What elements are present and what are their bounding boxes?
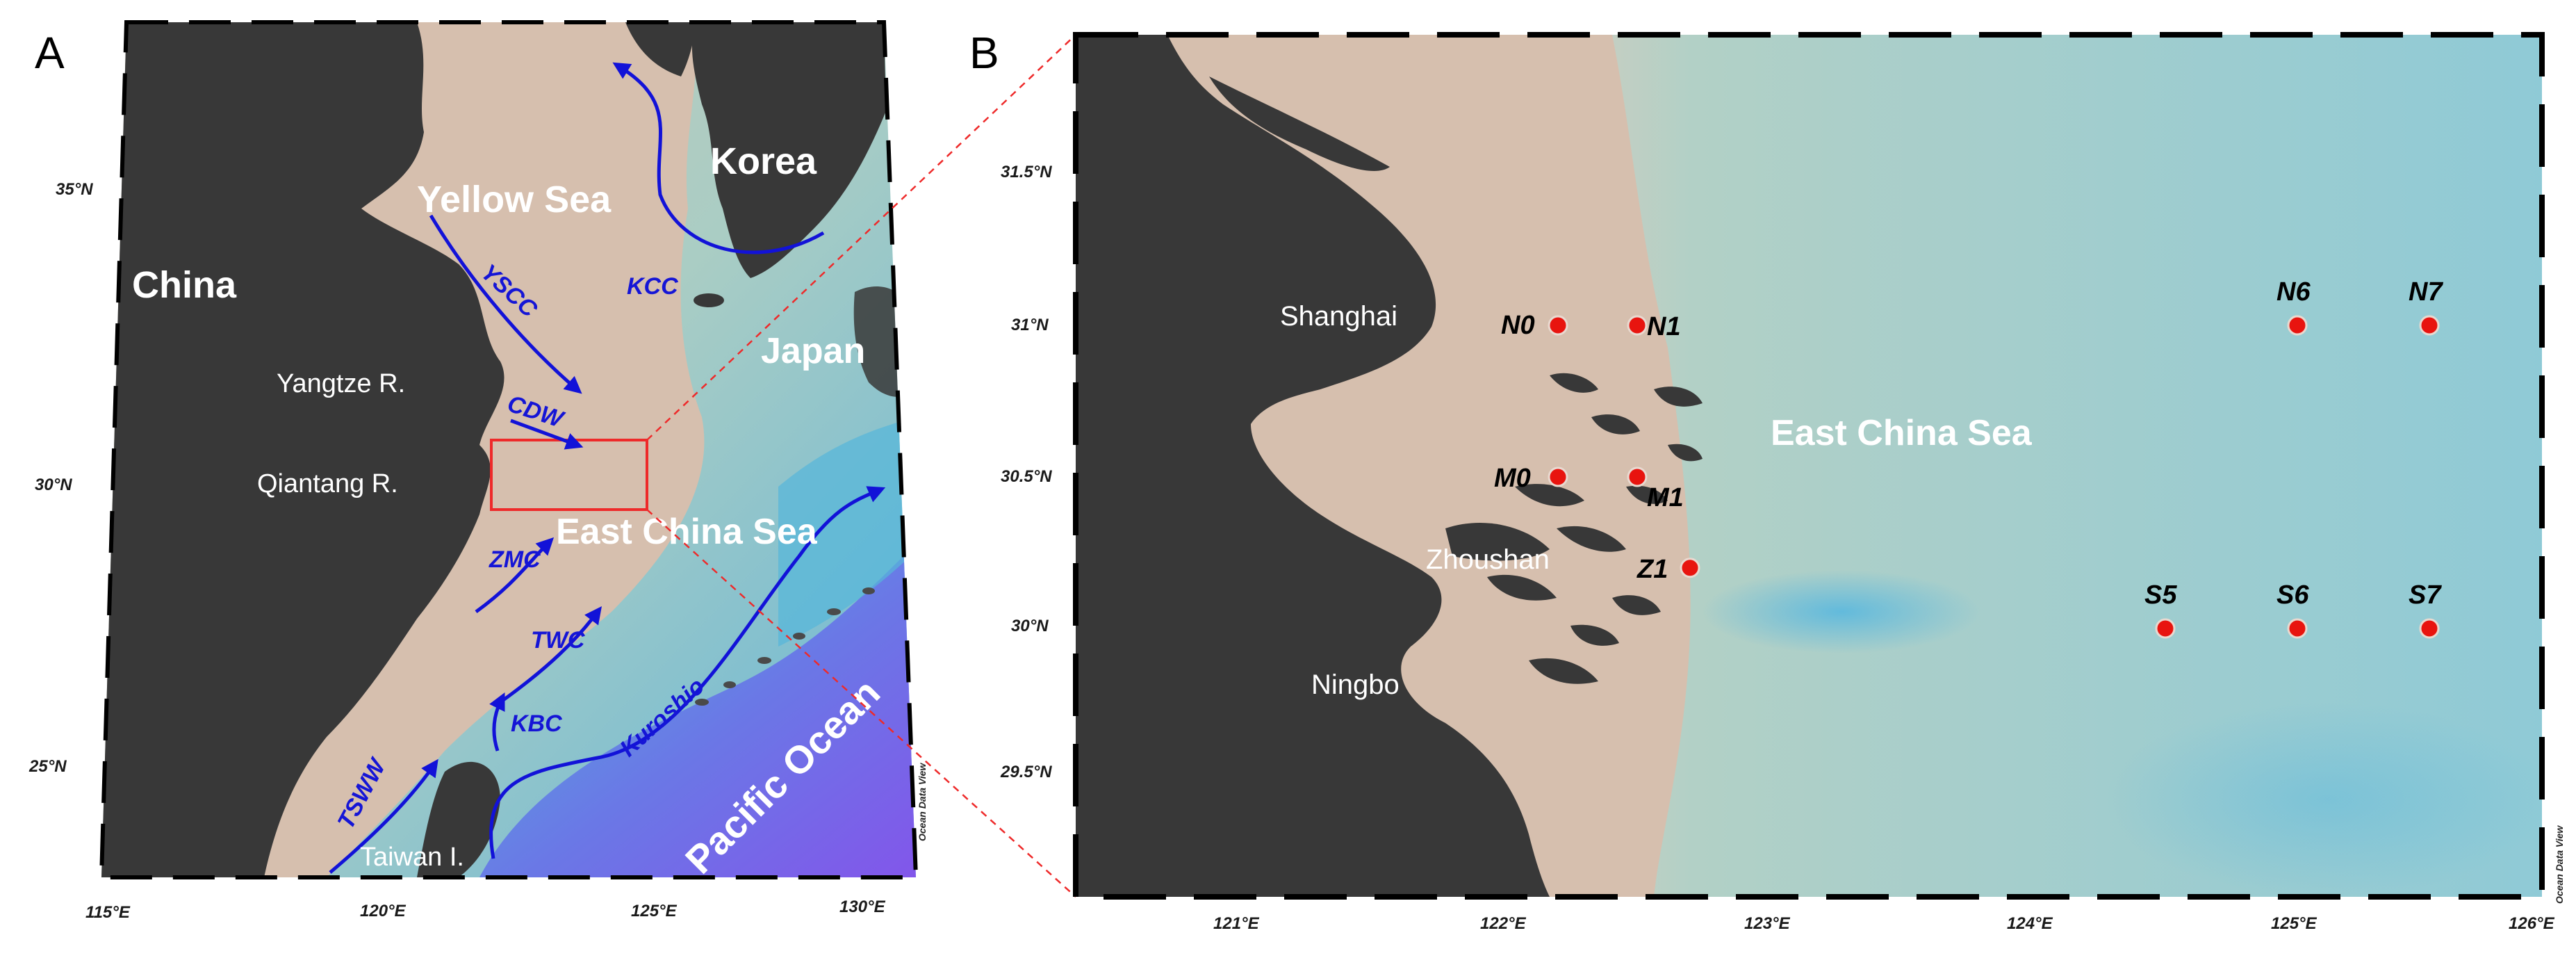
label-china: China bbox=[132, 264, 237, 306]
panel-a: A bbox=[28, 20, 928, 922]
panel-b-frame bbox=[1073, 32, 2545, 900]
credit-b: Ocean Data View bbox=[2554, 825, 2565, 904]
tick-b-30n: 30°N bbox=[1011, 617, 1049, 635]
tick-a-25n: 25°N bbox=[28, 757, 67, 776]
tick-b-125e: 125°E bbox=[2271, 914, 2317, 933]
station-m0-marker bbox=[1548, 466, 1568, 487]
panel-b-map bbox=[1076, 35, 2542, 897]
label-twc: TWC bbox=[531, 627, 585, 653]
station-n7-label: N7 bbox=[2409, 277, 2443, 307]
label-zhoushan: Zhoushan bbox=[1426, 544, 1550, 575]
tsww-arrow bbox=[329, 758, 438, 874]
tick-a-115e: 115°E bbox=[85, 903, 131, 922]
label-yellow-sea: Yellow Sea bbox=[417, 179, 612, 220]
station-m1-marker bbox=[1627, 466, 1648, 487]
twc-arrow bbox=[499, 606, 602, 704]
tick-a-120e: 120°E bbox=[360, 902, 407, 920]
kuroshio-arrow bbox=[489, 486, 886, 859]
tick-a-35n: 35°N bbox=[56, 180, 93, 199]
cdw-arrow bbox=[510, 419, 584, 450]
kcc-arrow bbox=[612, 62, 825, 254]
station-z1-marker bbox=[1680, 558, 1700, 578]
panel-a-letter: A bbox=[35, 28, 65, 78]
station-n1-label: N1 bbox=[1647, 312, 1681, 341]
station-s7-label: S7 bbox=[2409, 581, 2442, 610]
tick-b-122e: 122°E bbox=[1480, 914, 1527, 933]
label-korea: Korea bbox=[710, 140, 817, 182]
label-kbc: KBC bbox=[511, 711, 562, 737]
tick-a-30n: 30°N bbox=[35, 476, 72, 494]
station-n6-marker bbox=[2287, 315, 2308, 336]
label-japan: Japan bbox=[761, 331, 865, 371]
label-kcc: KCC bbox=[627, 273, 678, 300]
tick-b-30-5n: 30.5°N bbox=[1001, 467, 1052, 486]
credit-a: Ocean Data View bbox=[917, 763, 928, 841]
label-taiwan: Taiwan I. bbox=[360, 843, 464, 872]
station-s5-label: S5 bbox=[2144, 581, 2177, 610]
tick-b-123e: 123°E bbox=[1744, 914, 1791, 933]
station-s7-marker bbox=[2419, 618, 2440, 639]
mainland-b bbox=[1076, 35, 1550, 897]
panel-b-letter: B bbox=[969, 28, 999, 78]
kbc-arrow bbox=[489, 692, 505, 752]
tick-b-121e: 121°E bbox=[1213, 914, 1260, 933]
label-yangtze-river: Yangtze R. bbox=[277, 369, 405, 398]
tick-b-126e: 126°E bbox=[2509, 914, 2555, 933]
panel-a-currents bbox=[329, 62, 886, 874]
station-n7-marker bbox=[2419, 315, 2440, 336]
label-ningbo: Ningbo bbox=[1311, 669, 1400, 700]
tick-a-130e: 130°E bbox=[839, 898, 886, 916]
station-s5-marker bbox=[2155, 618, 2176, 639]
station-n0-marker bbox=[1548, 315, 1568, 336]
zhoushan-islands bbox=[1445, 373, 1703, 684]
china-landmass bbox=[101, 22, 504, 877]
tick-a-125e: 125°E bbox=[631, 902, 678, 920]
label-east-china-sea-b: East China Sea bbox=[1771, 413, 2033, 453]
tick-b-31-5n: 31.5°N bbox=[1001, 163, 1052, 181]
station-n1-marker bbox=[1627, 315, 1648, 336]
station-z1-label: Z1 bbox=[1636, 555, 1668, 584]
station-n0-label: N0 bbox=[1501, 311, 1535, 340]
taiwan-landmass bbox=[417, 761, 500, 877]
stations: N0 N1 M0 M1 Z1 N6 N7 S5 S6 S7 bbox=[1494, 277, 2443, 639]
panel-a-map bbox=[101, 22, 916, 877]
station-m0-label: M0 bbox=[1494, 464, 1531, 493]
tick-b-29-5n: 29.5°N bbox=[1000, 763, 1052, 781]
zoom-connectors bbox=[646, 34, 1076, 898]
korea-landmass bbox=[691, 22, 886, 278]
tick-b-124e: 124°E bbox=[2007, 914, 2053, 933]
panel-b: B bbox=[969, 28, 2565, 933]
yscc-arrow bbox=[429, 214, 582, 394]
zmc-arrow bbox=[475, 537, 555, 614]
label-qiantang-river: Qiantang R. bbox=[257, 469, 398, 498]
station-n6-label: N6 bbox=[2276, 277, 2311, 307]
tick-b-31n: 31°N bbox=[1011, 316, 1049, 334]
station-s6-label: S6 bbox=[2276, 581, 2309, 610]
panel-a-frame bbox=[99, 20, 919, 879]
label-shanghai: Shanghai bbox=[1280, 301, 1397, 332]
station-m1-label: M1 bbox=[1647, 483, 1684, 512]
label-zmc: ZMC bbox=[489, 546, 541, 573]
station-s6-marker bbox=[2287, 618, 2308, 639]
